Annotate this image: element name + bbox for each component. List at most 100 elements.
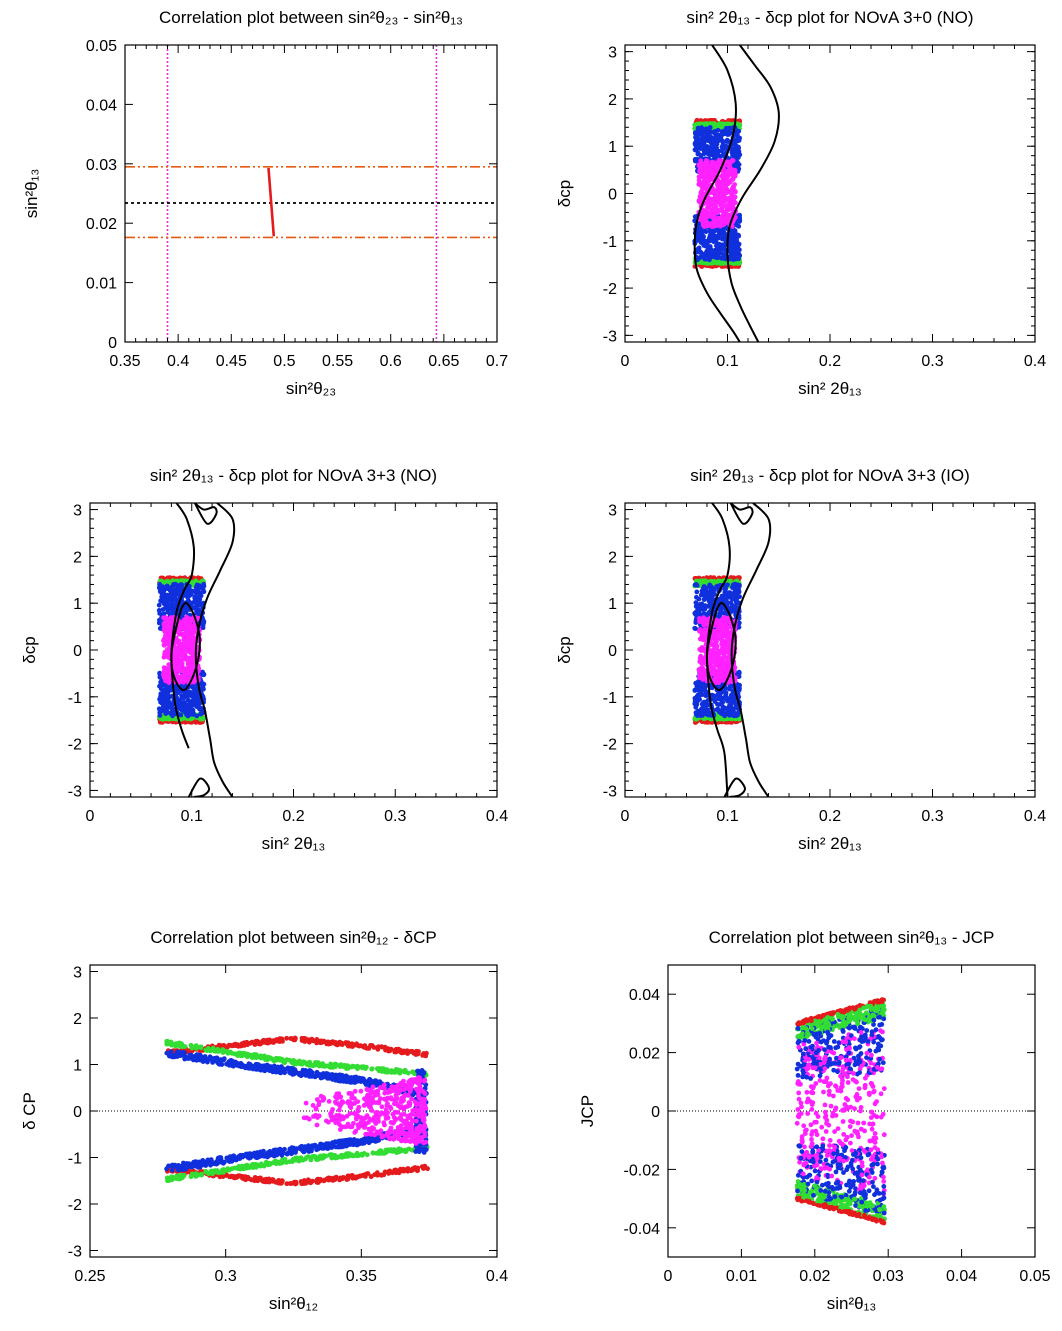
data-point [188, 711, 194, 717]
data-point [722, 591, 728, 597]
data-point [729, 712, 735, 718]
data-point [712, 699, 718, 704]
data-point [731, 592, 736, 598]
data-point [701, 241, 707, 247]
data-point [179, 676, 185, 682]
data-point [189, 707, 195, 713]
y-tick-label: 0.02 [86, 216, 117, 233]
data-point [737, 594, 742, 600]
data-point [704, 592, 709, 598]
data-point [707, 228, 713, 234]
data-point [718, 196, 723, 202]
data-point [736, 242, 741, 248]
contour-line [193, 503, 218, 525]
data-point [696, 695, 701, 700]
data-point [730, 158, 736, 163]
data-point [709, 597, 715, 603]
data-point [180, 653, 186, 659]
data-point [713, 227, 719, 233]
chart-title: sin² 2θ₁₃ - δcp plot for NOvA 3+3 (NO) [150, 466, 437, 485]
data-point [731, 245, 737, 251]
data-point [694, 156, 700, 162]
data-point [712, 144, 717, 150]
data-point [704, 209, 709, 214]
data-point [733, 585, 738, 590]
data-point [174, 638, 180, 644]
data-point [692, 625, 698, 631]
data-point [711, 587, 717, 593]
data-point [183, 667, 189, 673]
data-point [167, 710, 173, 716]
data-point [728, 600, 734, 606]
data-point [727, 121, 732, 127]
data-point [726, 159, 732, 165]
x-tick-label: 0 [86, 808, 95, 825]
data-point [713, 161, 718, 167]
data-point [179, 695, 185, 701]
data-point [717, 230, 723, 236]
data-point [156, 585, 162, 591]
x-tick-label: 0.45 [216, 353, 247, 370]
data-point [163, 615, 169, 620]
data-point [701, 255, 707, 260]
data-point [162, 628, 167, 634]
data-point [732, 182, 737, 187]
data-point [715, 254, 721, 259]
data-point [694, 136, 699, 142]
data-point [732, 603, 737, 609]
y-tick-label: 0.01 [86, 276, 117, 293]
y-axis-label: sin²θ₁₃ [22, 169, 41, 219]
plot-frame [124, 44, 498, 343]
data-point [701, 700, 706, 705]
data-point [717, 208, 723, 213]
x-tick-label: 0.4 [1024, 353, 1046, 370]
x-tick-label: 0.3 [384, 808, 406, 825]
plot-frame [624, 44, 1036, 343]
data-point [714, 707, 720, 713]
data-point [704, 147, 710, 153]
data-point [700, 587, 706, 593]
data-point [729, 177, 735, 183]
data-point [714, 235, 720, 241]
data-point [705, 162, 711, 168]
y-tick-label: 0 [108, 335, 117, 352]
data-point [182, 618, 188, 624]
data-point [167, 704, 173, 710]
data-point [177, 628, 183, 634]
data-point [694, 583, 700, 588]
data-point [703, 693, 709, 699]
x-tick-label: 0.7 [486, 353, 508, 370]
data-point [735, 135, 741, 140]
data-point [161, 704, 167, 710]
data-point [707, 168, 712, 174]
data-point [729, 194, 734, 200]
data-point [694, 146, 699, 152]
x-axis-label: sin² 2θ₁₃ [262, 834, 326, 853]
data-point [737, 152, 743, 158]
x-tick-label: 0 [621, 353, 630, 370]
data-point [697, 165, 703, 171]
y-axis-label: δcp [555, 180, 574, 207]
data-point [703, 171, 708, 177]
data-point [184, 646, 190, 652]
data-point [705, 174, 711, 180]
x-tick-label: 0.5 [273, 353, 295, 370]
data-point [737, 253, 742, 258]
data-point [731, 260, 737, 266]
data-point [182, 607, 187, 613]
data-point [179, 584, 184, 590]
data-point [704, 158, 709, 163]
data-point [694, 594, 699, 600]
data-point [725, 180, 730, 186]
data-point [201, 672, 207, 678]
data-point [709, 140, 715, 146]
data-point [707, 125, 713, 131]
y-tick-label: 0 [73, 643, 82, 660]
data-point [712, 130, 718, 136]
data-point [171, 582, 176, 587]
data-point [692, 699, 698, 704]
plot-frame [89, 502, 498, 798]
data-point [693, 710, 699, 715]
y-tick-label: 0 [608, 187, 617, 204]
